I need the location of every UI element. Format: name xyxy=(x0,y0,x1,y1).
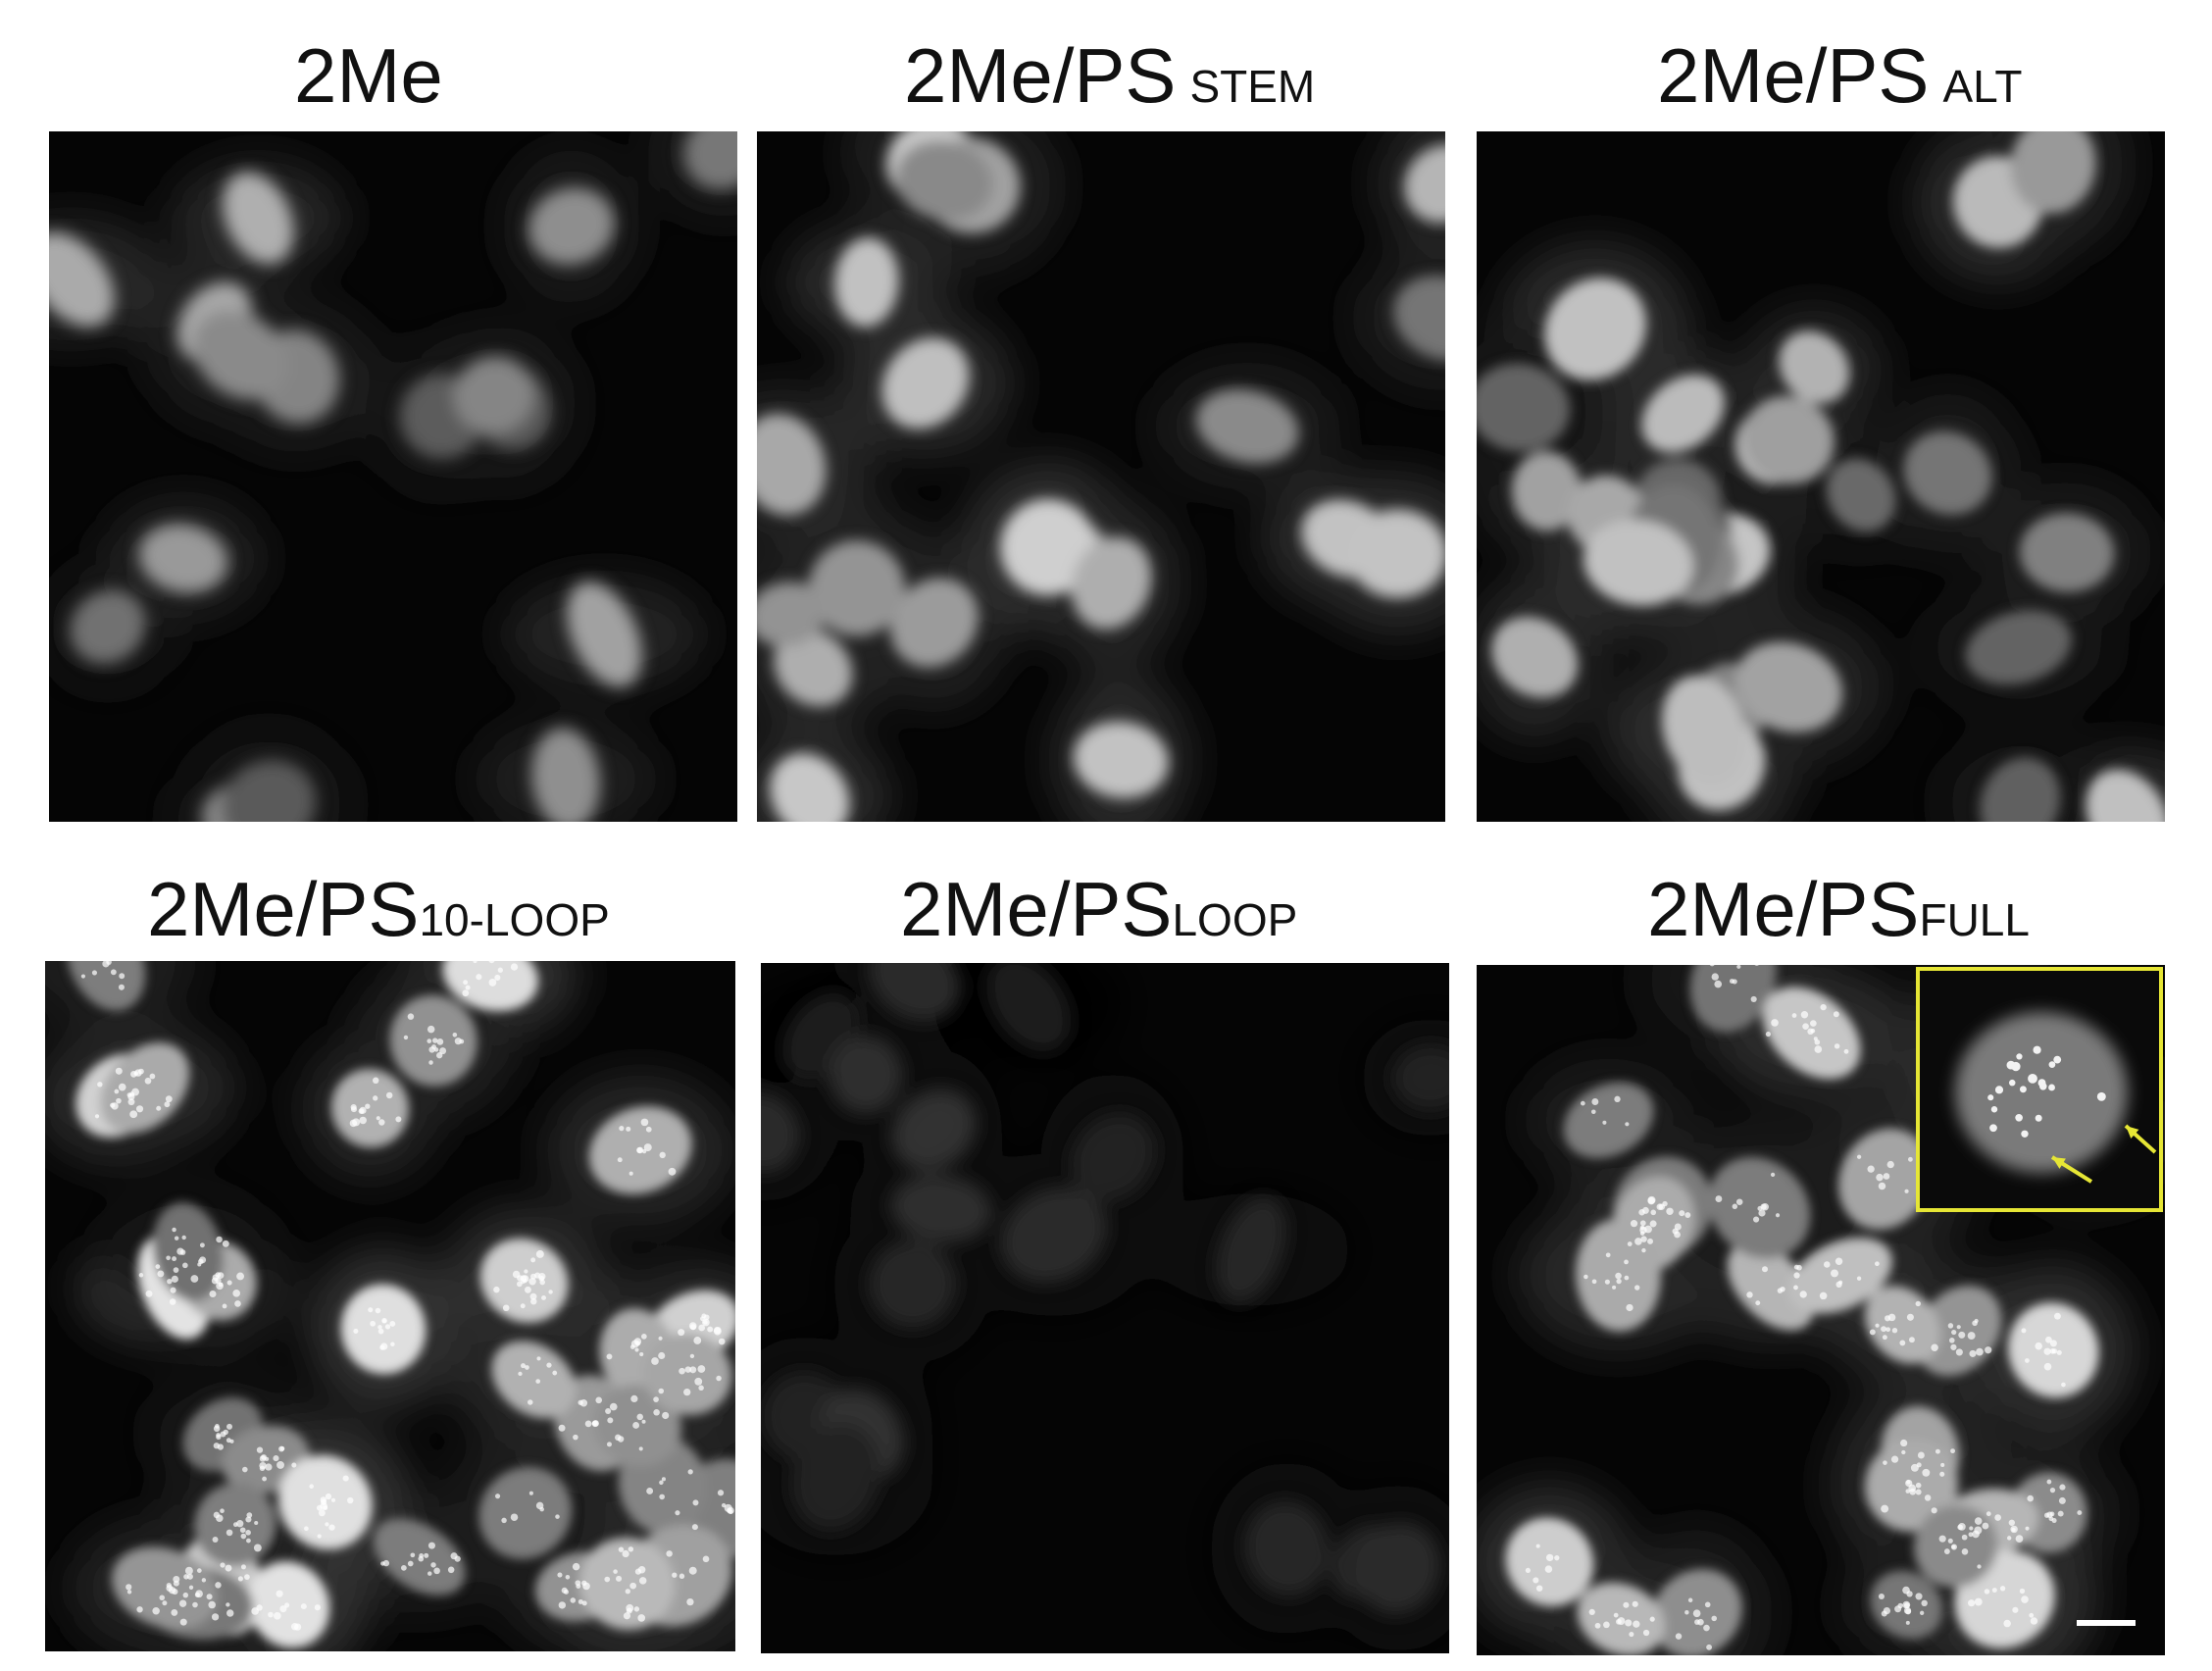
panel-title-2me: 2Me xyxy=(294,32,443,119)
micrograph-image xyxy=(49,131,737,822)
zoom-inset xyxy=(1916,967,2163,1212)
micrograph-2me-ps-10-loop xyxy=(45,961,735,1651)
panel-title-2me-ps-alt: 2Me/PS ALT xyxy=(1657,32,2023,119)
panel-title-2me-ps-10-loop: 2Me/PS10-LOOP xyxy=(147,866,610,952)
micrograph-2me-ps-loop xyxy=(761,963,1449,1653)
micrograph-2me-ps-alt xyxy=(1477,131,2165,822)
micrograph-2me-ps-full xyxy=(1477,965,2165,1655)
scale-bar xyxy=(2077,1620,2136,1626)
micrograph-image xyxy=(761,963,1449,1653)
micrograph-2me xyxy=(49,131,737,822)
panel-title-2me-ps-full: 2Me/PSFULL xyxy=(1647,866,2030,952)
inset-image xyxy=(1920,971,2159,1208)
panel-title-2me-ps-stem: 2Me/PS STEM xyxy=(904,32,1316,119)
micrograph-image xyxy=(45,961,735,1651)
micrograph-image xyxy=(757,131,1445,822)
panel-title-2me-ps-loop: 2Me/PSLOOP xyxy=(900,866,1298,952)
micrograph-image xyxy=(1477,131,2165,822)
micrograph-2me-ps-stem xyxy=(757,131,1445,822)
